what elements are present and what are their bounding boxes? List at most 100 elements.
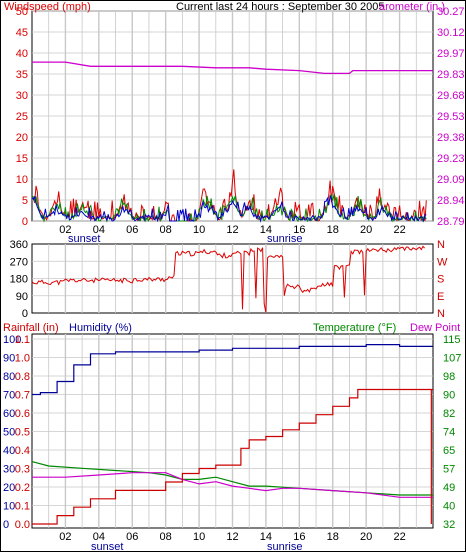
windspeed-tick: 25 [16, 111, 28, 123]
windspeed-tick: 20 [16, 132, 28, 144]
barometer-tick-labels: 30.27 30.12 29.97 29.83 29.68 29.53 29.38 29.23… [437, 6, 465, 228]
rainfall-tick: 0.1 [15, 501, 30, 513]
temperature-tick: 107 [443, 353, 461, 365]
rainfall-tick: 0.0 [15, 519, 30, 531]
temperature-tick: 90 [443, 390, 455, 402]
humidity-tick: 100 [3, 334, 21, 346]
temperature-tick-labels: 32 40 49 57 65 74 82 90 98 107 115 [443, 334, 461, 531]
rain-gridlines [32, 334, 433, 528]
temperature-tick: 65 [443, 445, 455, 457]
time-tick: 08 [160, 224, 172, 236]
humidity-tick: 20 [3, 482, 15, 494]
rainfall-tick: 1.0 [15, 353, 30, 365]
sunrise-label-bottom: sunrise [267, 541, 302, 553]
barometer-tick: 29.09 [437, 174, 465, 186]
windspeed-axis-label: Windspeed (mph) [4, 1, 91, 13]
humidity-line [32, 344, 433, 396]
barometer-tick: 30.27 [437, 6, 465, 18]
time-tick: 06 [126, 531, 138, 543]
direction-gridlines [32, 244, 433, 313]
barometer-tick: 28.94 [437, 195, 465, 207]
time-tick: 02 [59, 224, 71, 236]
rainfall-tick-labels: 0.0 0.1 0.2 0.3 0.4 0.5 0.6 0.7 0.8 1.0 1.1 [15, 334, 30, 531]
windspeed-tick: 0 [22, 216, 28, 228]
humidity-tick: 60 [3, 408, 15, 420]
time-tick: 22 [393, 224, 405, 236]
time-tick: 18 [327, 531, 339, 543]
temperature-tick: 40 [443, 501, 455, 513]
compass-tick: E [437, 291, 444, 303]
windspeed-tick: 30 [16, 90, 28, 102]
rain-humidity-temp-panel: Rainfall (in) Humidity (%) Temperature (… [3, 322, 461, 553]
rainfall-tick: 0.7 [15, 390, 30, 402]
windspeed-tick: 5 [22, 195, 28, 207]
humidity-tick: 30 [3, 464, 15, 476]
barometer-tick: 29.97 [437, 48, 465, 60]
temperature-tick: 98 [443, 371, 455, 383]
time-tick: 16 [293, 224, 305, 236]
time-tick: 16 [293, 531, 305, 543]
rainfall-axis-label: Rainfall (in) [3, 322, 59, 334]
time-tick: 10 [193, 531, 205, 543]
barometer-tick: 29.38 [437, 132, 465, 144]
compass-tick: W [437, 256, 448, 268]
rainfall-tick: 0.2 [15, 482, 30, 494]
barometer-axis-label: arometer (in.) [379, 1, 445, 13]
windspeed-tick: 10 [16, 174, 28, 186]
chart-title: Current last 24 hours : September 30 200… [176, 1, 385, 13]
direction-degree-labels: 360 270 180 90 0 [10, 239, 28, 320]
compass-tick: N [437, 239, 445, 251]
wind-barometer-panel: Windspeed (mph) Current last 24 hours : … [4, 1, 465, 245]
rain-time-tick-labels: 02 04 06 08 10 12 14 16 18 20 22 [59, 531, 405, 543]
time-tick: 06 [126, 224, 138, 236]
time-tick: 18 [327, 224, 339, 236]
temperature-axis-label: Temperature (°F) [313, 322, 396, 334]
windspeed-tick: 50 [16, 6, 28, 18]
temperature-tick: 32 [443, 519, 455, 531]
dewpoint-line [32, 472, 433, 498]
sunrise-label: sunrise [267, 233, 302, 245]
rainfall-tick: 0.4 [15, 445, 30, 457]
humidity-tick-labels: 0 10 20 30 40 50 60 70 80 90 100 [3, 334, 21, 531]
time-tick: 02 [59, 531, 71, 543]
temperature-tick: 49 [443, 482, 455, 494]
time-tick: 20 [360, 531, 372, 543]
humidity-tick: 10 [3, 501, 15, 513]
temperature-tick: 115 [443, 334, 461, 346]
wind-direction-line [31, 245, 425, 313]
time-tick: 10 [193, 224, 205, 236]
temperature-tick: 82 [443, 408, 455, 420]
humidity-tick: 50 [3, 427, 15, 439]
dewpoint-axis-label: Dew Point [410, 322, 460, 334]
compass-tick: N [437, 308, 445, 320]
time-tick: 04 [93, 531, 105, 543]
compass-tick: S [437, 274, 444, 286]
rainfall-tick: 0.5 [15, 427, 30, 439]
windspeed-tick: 40 [16, 48, 28, 60]
barometer-tick: 29.53 [437, 111, 465, 123]
wind-series [31, 61, 433, 223]
windspeed-tick: 15 [16, 153, 28, 165]
wind-time-tick-labels: 02 04 06 08 10 12 14 16 18 20 22 [59, 224, 405, 236]
direction-degree-tick: 270 [10, 256, 28, 268]
rainfall-tick: 0.3 [15, 464, 30, 476]
humidity-tick: 40 [3, 445, 15, 457]
temperature-tick: 74 [443, 427, 455, 439]
temperature-tick: 57 [443, 464, 455, 476]
windspeed-tick-labels: 0 5 10 15 20 25 30 35 40 45 50 [16, 6, 28, 228]
humidity-tick: 90 [3, 353, 15, 365]
time-tick: 14 [260, 531, 272, 543]
time-tick: 22 [393, 531, 405, 543]
barometer-tick: 29.83 [437, 69, 465, 81]
direction-degree-tick: 90 [16, 291, 28, 303]
barometer-tick: 29.23 [437, 153, 465, 165]
humidity-tick: 70 [3, 390, 15, 402]
sunset-label: sunset [68, 233, 100, 245]
time-tick: 20 [360, 224, 372, 236]
windspeed-average-line [31, 194, 427, 223]
direction-degree-tick: 0 [22, 308, 28, 320]
